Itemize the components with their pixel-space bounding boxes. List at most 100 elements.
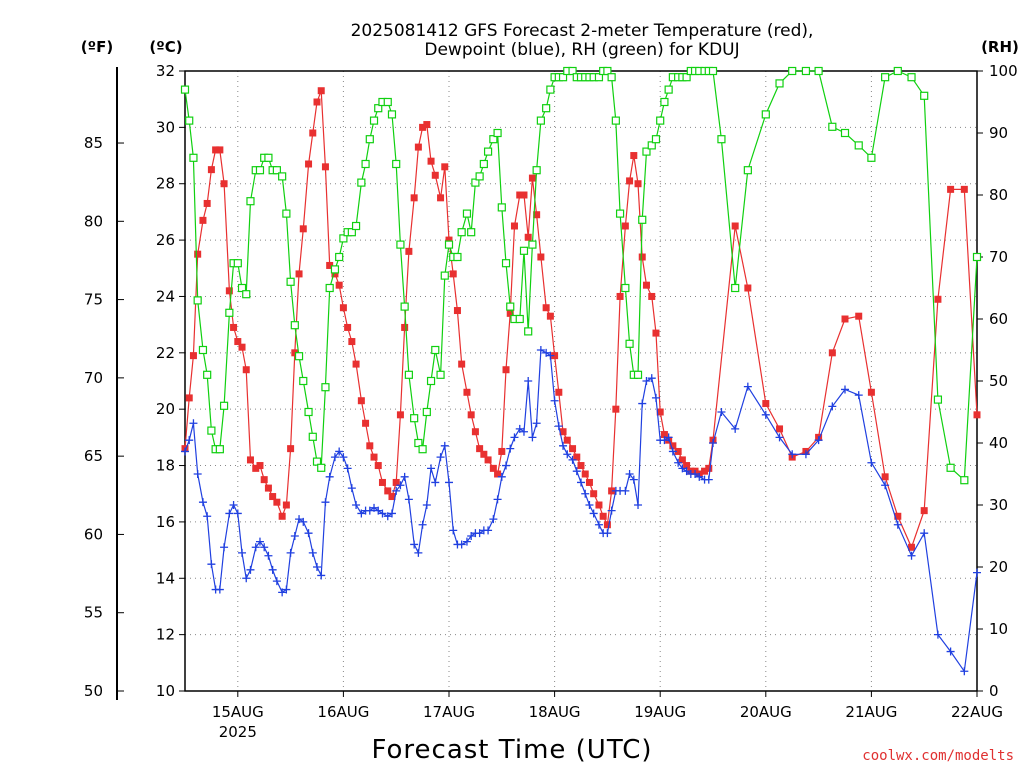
dewpoint-point [400,472,409,481]
temperature-point [621,222,629,230]
dewpoint-point [427,464,436,473]
rh-point [255,166,265,175]
dewpoint-point [198,498,207,507]
fahrenheit-tick-label: 50 [84,682,103,700]
rh-point [410,414,419,423]
celsius-tick-label: 18 [156,457,175,475]
rh-point [717,135,726,144]
rh-point [392,159,401,169]
dewpoint-point [457,540,466,549]
rh-point [471,178,480,187]
rh-point [185,116,194,125]
rh-point [611,116,620,125]
series-dewpoint [181,346,981,676]
dewpoint-point [761,410,770,419]
temperature-point [449,270,457,278]
dewpoint-point [317,571,326,580]
temperature-point [463,388,471,396]
temperature-point [458,360,466,368]
temperature-point [674,447,682,455]
rh-point [286,277,295,286]
dewpoint-point [193,470,202,478]
temperature-point [867,388,875,396]
temperature-point [437,194,445,202]
rh-point [225,308,234,317]
dewpoint-point [422,501,431,509]
rh-point [453,252,462,262]
dewpoint-point [233,509,242,518]
temperature-point [234,338,242,346]
rh-point [524,327,533,336]
x-tick-label: 19AUG [634,703,686,721]
dewpoint-point [563,450,572,459]
rh-point [321,383,330,392]
temperature-point [321,163,329,171]
dewpoint-point [383,512,392,521]
rh-point [497,203,506,212]
rh-point [615,209,625,218]
temperature-point [392,478,400,486]
dewpoint-point [418,520,427,529]
dewpoint-point [568,455,577,464]
credit-text: coolwx.com/modelts [862,748,1014,764]
x-tick-label: 17AUG [423,703,475,721]
temperature-point [352,360,360,368]
temperature-point [419,123,427,131]
dewpoint-point [339,453,348,462]
dewpoint-point [585,501,594,509]
temperature-point [626,177,634,185]
rh-point [431,345,440,355]
celsius-axis-unit: (ºC) [149,38,182,56]
dewpoint-point [542,348,551,357]
rh-point [272,166,281,175]
fahrenheit-axis-unit: (ºF) [81,38,113,56]
dewpoint-point [321,498,330,507]
rh-point [203,370,212,379]
temperature-point [269,493,277,501]
temperature-point [506,309,514,317]
temperature-point [357,397,365,405]
dewpoint-point [668,447,677,456]
temperature-point [577,462,585,470]
chart-title-line-2: Dewpoint (blue), RH (green) for KDUJ [424,40,739,60]
dewpoint-point [788,450,797,459]
temperature-point [537,253,545,261]
temperature-point [335,281,343,289]
rh-point [642,147,651,156]
rh-point [299,376,308,386]
dewpoint-point [260,543,269,552]
dewpoint-point [497,472,506,481]
dewpoint-point [691,470,700,478]
rh-point [347,228,356,237]
dewpoint-point [704,475,713,484]
dewpoint-point [357,509,366,518]
temperature-point [348,338,356,346]
rh-point [621,283,630,293]
dewpoint-point [510,433,519,442]
temperature-point [230,323,238,331]
dewpoint-point [242,574,251,583]
dewpoint-point [278,588,287,597]
dewpoint-point [343,464,352,473]
rh-point [189,153,198,162]
rh-tick-label: 0 [989,682,999,700]
dewpoint-point [709,439,717,447]
rh-point [638,215,647,224]
rh-tick-label: 50 [989,372,1008,390]
temperature-point [362,419,370,427]
dewpoint-point [347,484,356,493]
temperature-point [220,180,228,188]
temperature-point [563,436,571,444]
x-tick-label: 22AUG [951,703,1003,721]
dewpoint-point [378,509,387,518]
dewpoint-point [528,433,537,442]
temperature-point [445,236,453,244]
temperature-point [374,462,382,470]
rh-point [418,445,427,454]
dewpoint-point [268,565,277,574]
temperature-point [212,146,220,154]
rh-point [242,290,251,299]
temperature-point [295,270,303,278]
temperature-point [366,442,374,450]
